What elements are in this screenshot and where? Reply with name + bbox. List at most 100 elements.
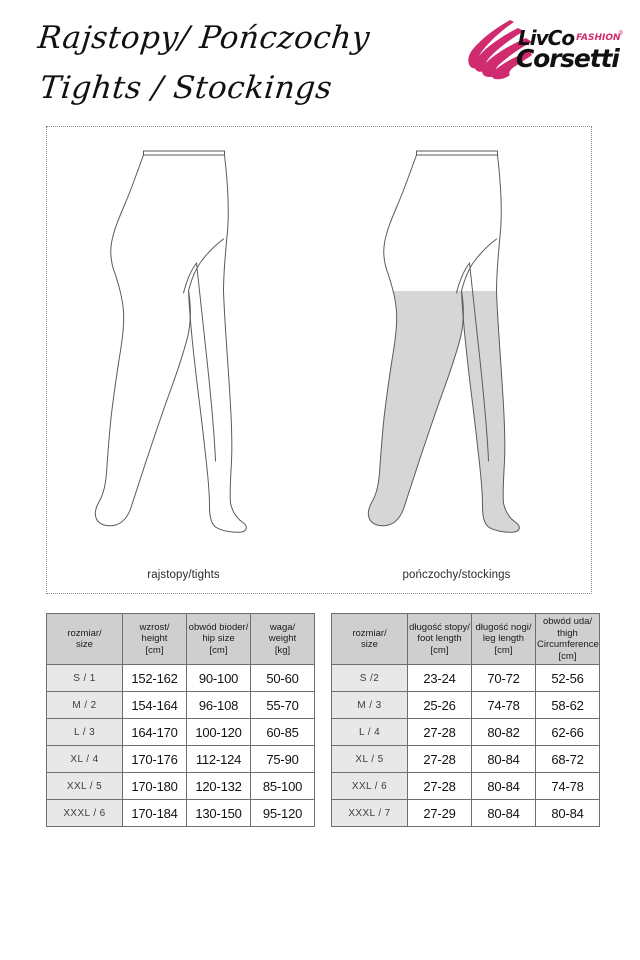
logo-registered-mark: ® [618, 31, 623, 37]
header-line-2: size [361, 639, 378, 650]
column-header-size: rozmiar/ size [331, 613, 408, 665]
stockings-size-table: rozmiar/ size długość stopy/ foot length… [331, 613, 600, 827]
cell-height: 164-170 [122, 718, 187, 746]
header-line-1: obwód uda/ [542, 616, 593, 627]
cell-leg-length: 80-82 [471, 718, 536, 746]
cell-leg-length: 80-84 [471, 745, 536, 773]
header-line-3: [cm] [209, 644, 228, 656]
header-line-2: height [141, 633, 168, 645]
table-row: XXXL / 7 27-29 80-84 80-84 [331, 799, 600, 827]
cell-hip-size: 100-120 [186, 718, 251, 746]
cell-height: 152-162 [122, 664, 187, 692]
figure-stockings: pończochy/stockings [320, 127, 593, 595]
table-header-row: rozmiar/ size długość stopy/ foot length… [331, 613, 600, 665]
cell-height: 170-184 [122, 799, 187, 827]
stockings-illustration-icon [367, 150, 520, 533]
header-line-2: foot length [417, 633, 462, 645]
table-row: L / 3 164-170 100-120 60-85 [46, 718, 315, 746]
logo-swoosh-icon [468, 20, 532, 80]
page-header: Rajstopy/ Pończochy Tights / Stockings L… [0, 0, 640, 122]
table-row: L / 4 27-28 80-82 62-66 [331, 718, 600, 746]
cell-weight: 85-100 [250, 772, 315, 800]
column-header-size: rozmiar/ size [46, 613, 123, 665]
page-title-line-2: Tights / Stockings [38, 70, 334, 106]
cell-weight: 60-85 [250, 718, 315, 746]
header-line-1: długość nogi/ [475, 621, 532, 633]
logo-livco-text: LivCo [518, 26, 575, 50]
cell-size: M / 3 [331, 691, 408, 719]
cell-size: XXXL / 6 [46, 799, 123, 827]
cell-height: 154-164 [122, 691, 187, 719]
cell-hip-size: 112-124 [186, 745, 251, 773]
header-line-2: thigh Circumference [537, 627, 599, 651]
cell-thigh-circumference: 52-56 [535, 664, 600, 692]
table-row: XL / 5 27-28 80-84 68-72 [331, 745, 600, 773]
table-row: S /2 23-24 70-72 52-56 [331, 664, 600, 692]
figure-tights: rajstopy/tights [47, 127, 320, 595]
cell-leg-length: 74-78 [471, 691, 536, 719]
header-line-3: [cm] [558, 650, 577, 662]
header-line-1: obwód bioder/ [188, 621, 249, 633]
header-line-3: [kg] [274, 644, 291, 656]
cell-hip-size: 130-150 [186, 799, 251, 827]
brand-logo: LivCo FASHION® Corsetti [466, 18, 623, 80]
cell-size: L / 4 [331, 718, 408, 746]
cell-foot-length: 27-28 [407, 772, 472, 800]
page-title-line-1: Rajstopy/ Pończochy [36, 20, 372, 56]
cell-weight: 95-120 [250, 799, 315, 827]
cell-weight: 50-60 [250, 664, 315, 692]
cell-size: XXL / 5 [46, 772, 123, 800]
header-line-2: hip size [202, 633, 235, 645]
cell-thigh-circumference: 80-84 [535, 799, 600, 827]
cell-size: XL / 5 [331, 745, 408, 773]
header-line-3: [cm] [430, 644, 449, 656]
column-header-height: wzrost/ height [cm] [122, 613, 187, 665]
cell-leg-length: 80-84 [471, 799, 536, 827]
page-title: Rajstopy/ Pończochy Tights / Stockings [36, 12, 438, 112]
cell-thigh-circumference: 68-72 [535, 745, 600, 773]
cell-thigh-circumference: 74-78 [535, 772, 600, 800]
column-header-thigh-circumference: obwód uda/ thigh Circumference [cm] [535, 613, 600, 665]
table-header-row: rozmiar/ size wzrost/ height [cm] obwód … [46, 613, 315, 665]
logo-fashion-text: FASHION [576, 33, 621, 43]
column-header-weight: waga/ weight [kg] [250, 613, 315, 665]
cell-size: XXXL / 7 [331, 799, 408, 827]
cell-foot-length: 23-24 [407, 664, 472, 692]
column-header-leg-length: długość nogi/ leg length [cm] [471, 613, 536, 665]
cell-size: XL / 4 [46, 745, 123, 773]
logo-row-top: LivCo FASHION® [518, 26, 623, 50]
header-line-3: [cm] [494, 644, 513, 656]
cell-hip-size: 120-132 [186, 772, 251, 800]
cell-foot-length: 25-26 [407, 691, 472, 719]
header-line-1: rozmiar/ [67, 627, 102, 639]
tights-illustration-icon [94, 150, 247, 533]
cell-height: 170-176 [122, 745, 187, 773]
cell-size: S / 1 [46, 664, 123, 692]
table-row: XXL / 5 170-180 120-132 85-100 [46, 772, 315, 800]
cell-thigh-circumference: 58-62 [535, 691, 600, 719]
logo-corsetti-text: Corsetti [516, 44, 620, 73]
cell-foot-length: 27-29 [407, 799, 472, 827]
cell-hip-size: 96-108 [186, 691, 251, 719]
header-line-1: rozmiar/ [352, 627, 387, 639]
cell-height: 170-180 [122, 772, 187, 800]
table-row: M / 2 154-164 96-108 55-70 [46, 691, 315, 719]
header-line-2: leg length [482, 633, 525, 645]
cell-foot-length: 27-28 [407, 718, 472, 746]
table-row: XL / 4 170-176 112-124 75-90 [46, 745, 315, 773]
cell-size: L / 3 [46, 718, 123, 746]
cell-weight: 75-90 [250, 745, 315, 773]
table-row: S / 1 152-162 90-100 50-60 [46, 664, 315, 692]
cell-size: S /2 [331, 664, 408, 692]
cell-leg-length: 80-84 [471, 772, 536, 800]
header-line-3: [cm] [145, 644, 164, 656]
cell-size: M / 2 [46, 691, 123, 719]
cell-weight: 55-70 [250, 691, 315, 719]
cell-foot-length: 27-28 [407, 745, 472, 773]
header-line-2: size [76, 639, 93, 650]
table-row: M / 3 25-26 74-78 58-62 [331, 691, 600, 719]
illustration-frame: rajstopy/tights [46, 126, 592, 594]
figure-caption-stockings: pończochy/stockings [402, 569, 511, 581]
header-line-1: długość stopy/ [409, 621, 470, 633]
header-line-1: waga/ [269, 621, 296, 633]
